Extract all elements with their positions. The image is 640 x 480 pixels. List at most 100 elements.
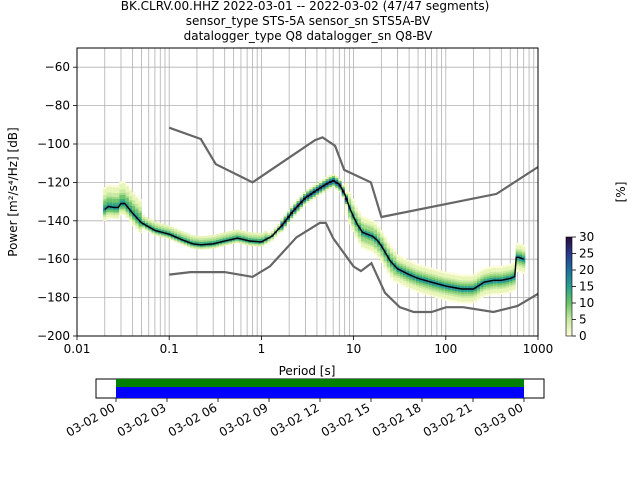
psd-cell xyxy=(396,264,400,267)
psd-cell xyxy=(457,281,461,284)
psd-cell xyxy=(473,279,477,282)
psd-cell xyxy=(380,243,384,246)
psd-cell xyxy=(177,233,181,236)
psd-cell xyxy=(512,266,516,269)
psd-cell xyxy=(296,208,300,211)
psd-cell xyxy=(467,299,471,302)
psd-cell xyxy=(425,293,429,296)
psd-cell xyxy=(483,286,487,289)
psd-cell xyxy=(183,237,187,241)
psd-cell xyxy=(389,253,394,256)
psd-cell xyxy=(193,241,197,244)
psd-cell xyxy=(506,270,510,273)
psd-cell xyxy=(447,289,452,292)
psd-cell xyxy=(467,289,471,292)
psd-cell xyxy=(132,196,136,199)
psd-cell xyxy=(402,265,407,268)
psd-cell xyxy=(476,286,481,289)
psd-cell xyxy=(119,200,123,203)
psd-cell xyxy=(106,198,110,201)
psd-cell xyxy=(454,290,458,293)
psd-cell xyxy=(476,282,481,285)
psd-cell xyxy=(154,225,158,229)
psd-cell xyxy=(438,279,442,282)
psd-cell xyxy=(473,288,477,291)
psd-cell xyxy=(441,276,445,279)
psd-cell xyxy=(267,238,271,241)
psd-cell xyxy=(199,241,204,244)
psd-cell xyxy=(341,194,345,197)
psd-cell xyxy=(322,188,326,191)
psd-cell xyxy=(167,229,171,232)
psd-cell xyxy=(248,235,252,239)
psd-cell xyxy=(383,256,387,260)
psd-cell xyxy=(502,265,506,268)
psd-cell xyxy=(467,278,471,281)
psd-cell xyxy=(380,259,384,262)
psd-cell xyxy=(444,294,448,297)
psd-cell xyxy=(389,263,394,266)
psd-cell xyxy=(428,288,432,291)
psd-cell xyxy=(238,233,242,236)
psd-cell xyxy=(122,181,126,184)
psd-cell xyxy=(109,186,113,189)
psd-cell xyxy=(312,196,316,199)
psd-cell xyxy=(122,192,126,196)
psd-cell xyxy=(483,279,487,282)
psd-cell xyxy=(196,241,200,244)
psd-cell xyxy=(402,280,407,283)
noise-model-low xyxy=(169,221,538,314)
psd-cell xyxy=(360,238,365,242)
psd-cell xyxy=(483,294,487,297)
psd-cell xyxy=(499,275,503,278)
psd-cell xyxy=(476,278,481,282)
psd-cell xyxy=(315,194,320,197)
psd-cell xyxy=(389,269,394,272)
colorbar-tick-label: 30 xyxy=(579,230,594,244)
psd-cell xyxy=(409,270,413,273)
psd-cell xyxy=(354,205,358,208)
psd-cell xyxy=(141,218,146,222)
psd-cell xyxy=(518,268,523,271)
psd-cell xyxy=(183,236,187,239)
psd-cell xyxy=(399,259,403,263)
psd-cell xyxy=(425,277,429,281)
psd-cell xyxy=(435,286,439,289)
psd-cell xyxy=(286,221,291,224)
psd-cell xyxy=(402,257,407,260)
psd-cell xyxy=(409,264,413,267)
psd-cell xyxy=(467,280,471,283)
psd-cell xyxy=(109,196,113,199)
psd-cell xyxy=(251,238,255,241)
psd-cell xyxy=(344,203,349,206)
psd-cell xyxy=(386,266,390,269)
colorbar-tick-label: 5 xyxy=(579,313,587,327)
psd-cell xyxy=(116,204,120,207)
psd-cell xyxy=(389,246,394,249)
psd-cell xyxy=(354,211,358,214)
psd-cell xyxy=(428,275,432,278)
psd-cell xyxy=(406,259,410,262)
psd-cell xyxy=(476,271,481,274)
psd-cell xyxy=(132,199,136,203)
psd-cell xyxy=(489,273,494,277)
psd-cell xyxy=(364,244,368,247)
psd-cell xyxy=(483,277,487,280)
psd-cell xyxy=(344,201,349,204)
psd-cell xyxy=(351,216,355,219)
psd-cell xyxy=(103,196,107,199)
psd-cell xyxy=(180,236,184,239)
psd-cell xyxy=(425,274,429,277)
psd-cell xyxy=(112,187,117,190)
psd-cell xyxy=(109,198,113,201)
psd-cell xyxy=(177,231,181,234)
psd-cell xyxy=(451,280,455,283)
psd-cell xyxy=(409,268,413,271)
psd-cell xyxy=(364,217,368,220)
psd-cell xyxy=(493,288,497,292)
psd-cell xyxy=(280,228,284,231)
psd-cell xyxy=(467,301,471,304)
psd-cell xyxy=(412,289,416,292)
psd-cell xyxy=(364,221,368,224)
